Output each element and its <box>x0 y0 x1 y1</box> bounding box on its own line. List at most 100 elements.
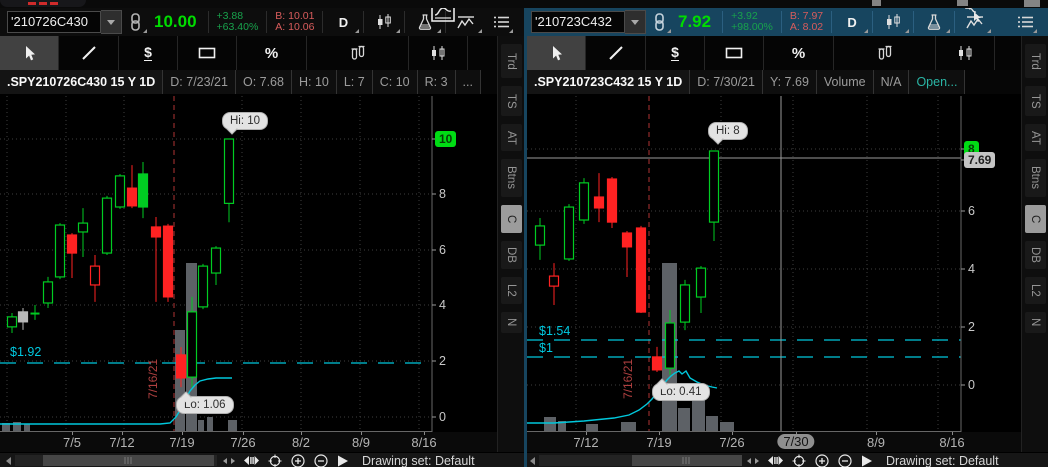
cursor-tool-button[interactable] <box>0 36 59 70</box>
play-icon[interactable] <box>861 455 873 467</box>
notification-fragment <box>0 0 86 7</box>
x-tick <box>72 432 73 435</box>
side-tab-trd[interactable]: Trd <box>1024 44 1046 78</box>
price-level-tool-button[interactable]: $ <box>119 36 178 70</box>
side-tab-trd[interactable]: Trd <box>500 44 522 78</box>
bottom-bar: Drawing set: Default <box>524 452 1048 467</box>
scroll-left-arrow[interactable] <box>6 456 11 465</box>
symbol-dropdown-button[interactable] <box>625 10 646 34</box>
candle-body <box>175 354 187 379</box>
x-axis-label: 7/19 <box>646 435 672 450</box>
chart-header-row: .SPY210726C430 15 Y 1D D: 7/23/21 O: 7.68… <box>0 70 497 94</box>
y-axis-label: 2 <box>968 320 975 334</box>
zoom-out-icon[interactable] <box>838 453 852 467</box>
price-chart-plot[interactable] <box>0 94 499 432</box>
candle-body <box>126 187 138 207</box>
symbol-input[interactable]: '210726C430 <box>7 11 101 33</box>
pan-mode-icon[interactable] <box>768 455 783 466</box>
side-tab-c[interactable]: C <box>500 205 522 233</box>
volume-bar <box>175 330 185 431</box>
rectangle-tool-button[interactable] <box>178 36 237 70</box>
chart-panel-left: '210726C430 10.00 +3.88 +63.40% B: 10.01… <box>0 0 524 467</box>
drawing-set-label[interactable]: Drawing set: Default <box>886 453 999 467</box>
scroll-step-arrows[interactable] <box>747 457 759 464</box>
candle-pattern-button[interactable] <box>936 36 995 70</box>
side-tab-n[interactable]: N <box>500 312 522 333</box>
symbol-input[interactable]: '210723C432 <box>531 11 625 33</box>
scroll-left-arrow[interactable] <box>530 456 535 465</box>
side-tab-btns[interactable]: Btns <box>1024 159 1046 197</box>
scrollbar-track[interactable] <box>15 455 217 466</box>
symbol-row: '210726C430 10.00 +3.88 +63.40% B: 10.01… <box>0 8 524 37</box>
percent-tool-button[interactable]: % <box>764 36 834 70</box>
side-tab-ts[interactable]: TS <box>500 86 522 116</box>
menu-list-icon[interactable] <box>488 9 514 35</box>
y-axis-label: 2 <box>439 354 446 368</box>
timeframe-button[interactable]: D <box>326 9 360 35</box>
candle-body <box>548 275 560 287</box>
crosshair-target-icon[interactable] <box>268 454 282 467</box>
studies-flask-button[interactable] <box>917 9 951 35</box>
y-axis-label: 4 <box>968 262 975 276</box>
x-tick <box>876 432 877 435</box>
zoom-out-icon[interactable] <box>314 453 328 467</box>
side-tab-at[interactable]: AT <box>1024 124 1046 151</box>
header-open-link[interactable]: Open... <box>909 70 966 94</box>
side-tab-l2[interactable]: L2 <box>1024 277 1046 304</box>
chart-title: .SPY210726C430 15 Y 1D <box>0 70 164 94</box>
scroll-step-arrows[interactable] <box>223 457 235 464</box>
event-date-label: 7/16/21 <box>146 358 160 399</box>
side-tab-c[interactable]: C <box>1024 205 1046 233</box>
bid-value: B: 7.97 <box>789 10 824 22</box>
x-axis-label: 8/16 <box>411 435 437 450</box>
side-tab-n[interactable]: N <box>1024 312 1046 333</box>
percent-tool-button[interactable]: % <box>237 36 307 70</box>
patterns-button[interactable] <box>449 9 483 35</box>
rectangle-tool-button[interactable] <box>705 36 764 70</box>
play-icon[interactable] <box>337 455 349 467</box>
scrollbar-track[interactable] <box>539 455 742 466</box>
trendline-tool-button[interactable] <box>59 36 119 70</box>
crosshair-target-icon[interactable] <box>792 454 806 467</box>
side-tab-ts[interactable]: TS <box>1024 86 1046 116</box>
timeframe-button[interactable]: D <box>835 9 869 35</box>
volume-bar <box>586 424 598 431</box>
candle-body <box>635 227 647 313</box>
zoom-in-icon[interactable] <box>291 453 305 467</box>
price-chart-plot[interactable] <box>524 94 1023 432</box>
side-tab-btns[interactable]: Btns <box>500 159 522 197</box>
symbol-dropdown-button[interactable] <box>101 10 122 34</box>
candle-pattern-button[interactable] <box>409 36 468 70</box>
link-icon[interactable] <box>646 9 672 35</box>
side-tab-l2[interactable]: L2 <box>500 277 522 304</box>
menu-list-icon[interactable] <box>1012 9 1038 35</box>
candle-body <box>42 281 54 304</box>
side-tab-db[interactable]: DB <box>500 241 522 269</box>
volume-bar <box>24 424 30 431</box>
studies-vials-button[interactable] <box>834 36 936 70</box>
side-tab-db[interactable]: DB <box>1024 241 1046 269</box>
chart-style-button[interactable] <box>367 9 401 35</box>
drawing-set-label[interactable]: Drawing set: Default <box>362 453 475 467</box>
scrollbar-thumb[interactable] <box>43 455 214 466</box>
x-axis-label: 7/26 <box>230 435 256 450</box>
candle-body <box>54 224 66 278</box>
ohlc-readout: D: 7/23/21 O: 7.68 H: 10 L: 7 C: 10 R: 3... <box>163 70 481 94</box>
scrollbar-thumb[interactable] <box>632 455 742 466</box>
x-axis-label: 7/26 <box>719 435 745 450</box>
volume-bar <box>207 417 213 431</box>
cursor-tool-button[interactable] <box>527 36 586 70</box>
candle-body <box>89 265 101 286</box>
price-level-tool-button[interactable]: $ <box>646 36 705 70</box>
chart-style-button[interactable] <box>876 9 910 35</box>
symbol-input-group: '210723C432 <box>531 10 646 34</box>
studies-flask-button[interactable] <box>408 9 442 35</box>
side-tab-at[interactable]: AT <box>500 124 522 151</box>
link-icon[interactable] <box>122 9 148 35</box>
bid-value: B: 10.01 <box>275 10 315 22</box>
pan-mode-icon[interactable] <box>244 455 259 466</box>
zoom-in-icon[interactable] <box>815 453 829 467</box>
studies-vials-button[interactable] <box>307 36 409 70</box>
trendline-tool-button[interactable] <box>586 36 646 70</box>
